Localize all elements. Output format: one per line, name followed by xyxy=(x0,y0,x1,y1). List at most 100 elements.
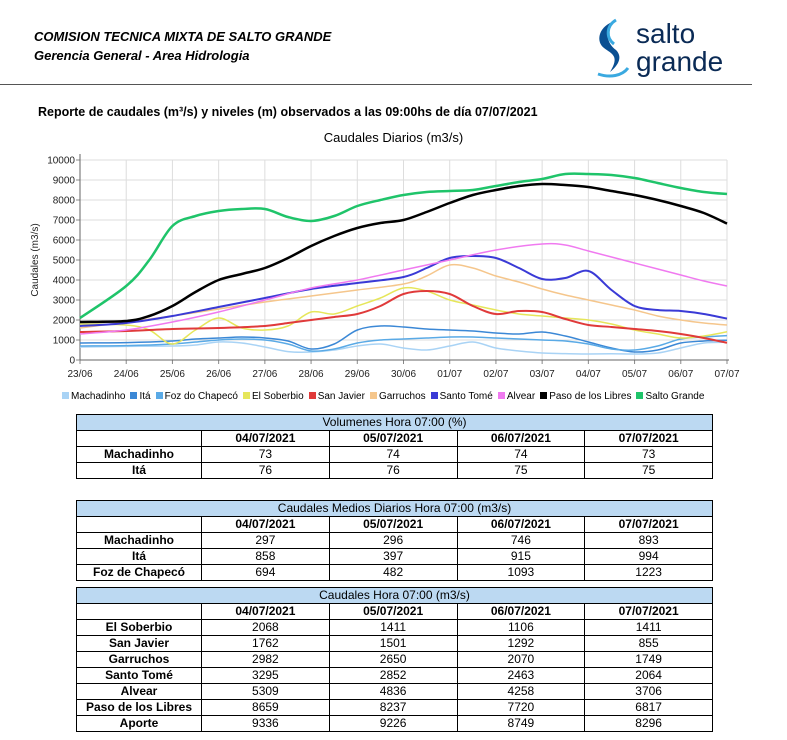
table-cell: 746 xyxy=(456,532,586,549)
row-label: Machadinho xyxy=(76,532,202,549)
legend-label: Santo Tomé xyxy=(439,391,493,402)
table-cell: 397 xyxy=(328,548,458,565)
legend-label: Alvear xyxy=(506,391,536,402)
x-tick-label: 24/06 xyxy=(114,369,139,380)
y-tick-label: 10000 xyxy=(47,156,75,167)
table-cell: 1093 xyxy=(456,564,586,581)
legend-swatch xyxy=(62,392,69,399)
table-cell: 694 xyxy=(201,564,330,581)
legend-item-el-soberbio: El Soberbio xyxy=(243,391,304,402)
table-cell: 994 xyxy=(584,548,713,565)
table-date-header: 06/07/2021 xyxy=(456,430,586,447)
legend-item-alvear: Alvear xyxy=(497,391,536,402)
x-tick-label: 23/06 xyxy=(67,369,92,380)
table-cell: 74 xyxy=(328,446,458,463)
table-cell: 1223 xyxy=(584,564,713,581)
x-tick-label: 28/06 xyxy=(299,369,324,380)
table-date-header: 07/07/2021 xyxy=(584,516,713,533)
table-cell: 2852 xyxy=(328,667,458,684)
row-label: Paso de los Libres xyxy=(76,699,202,716)
legend-label: Garruchos xyxy=(378,391,426,402)
table-cell: 2064 xyxy=(584,667,713,684)
series-line-it- xyxy=(79,325,728,353)
legend-label: Salto Grande xyxy=(645,391,705,402)
logo-text-grande: grande xyxy=(636,46,724,77)
legend-swatch xyxy=(636,392,644,399)
table-cell: 1292 xyxy=(456,635,586,652)
hourly-flows-table: Caudales Hora 07:00 (m3/s) 04/07/2021 05/0… xyxy=(76,587,713,732)
logo-swoosh-icon xyxy=(597,18,630,78)
table-date-header: 07/07/2021 xyxy=(584,603,713,620)
table-cell: 2463 xyxy=(456,667,586,684)
legend-swatch xyxy=(308,392,316,399)
table-row: Aporte 9336 9226 8749 8296 xyxy=(76,715,713,732)
table-cell: 1749 xyxy=(584,651,713,668)
table-cell: 2982 xyxy=(201,651,330,668)
row-label: Machadinho xyxy=(76,446,202,463)
table-cell: 855 xyxy=(584,635,713,652)
table-caption: Volumenes Hora 07:00 (%) xyxy=(76,414,713,431)
table-row: Garruchos 2982 2650 2070 1749 xyxy=(76,651,713,668)
table-row: Machadinho 297 296 746 893 xyxy=(76,532,713,549)
table-date-header: 04/07/2021 xyxy=(201,603,330,620)
y-tick-label: 2000 xyxy=(53,316,76,327)
table-cell: 4258 xyxy=(456,683,586,700)
row-label: Santo Tomé xyxy=(76,667,202,684)
table-caption: Caudales Medios Diarios Hora 07:00 (m3/s… xyxy=(76,500,713,517)
x-tick-label: 02/07 xyxy=(483,369,508,380)
y-tick-label: 4000 xyxy=(53,276,76,287)
legend-swatch xyxy=(497,392,505,399)
table-row: Foz de Chapecó 694 482 1093 1223 xyxy=(76,564,713,581)
table-row: Santo Tomé 3295 2852 2463 2064 xyxy=(76,667,713,684)
table-cell: 482 xyxy=(328,564,458,581)
series-line-alvear xyxy=(79,242,728,335)
table-row: Machadinho 73 74 74 73 xyxy=(76,446,713,463)
table-cell: 893 xyxy=(584,532,713,549)
table-row: El Soberbio 2068 1411 1106 1411 xyxy=(76,619,713,636)
x-tick-label: 05/07 xyxy=(622,369,647,380)
salto-grande-logo: salto grande xyxy=(592,16,742,82)
legend-swatch xyxy=(540,392,548,399)
table-corner xyxy=(76,430,202,447)
table-date-header: 04/07/2021 xyxy=(201,430,330,447)
y-axis-label: Caudales (m3/s) xyxy=(30,223,41,296)
line-chart: 0 1000 2000 3000 4000 5000 6000 7000 8000 9000 100… xyxy=(30,154,740,380)
row-label: Garruchos xyxy=(76,651,202,668)
department-name: Gerencia General - Area Hidrologia xyxy=(34,48,250,63)
table-cell: 858 xyxy=(201,548,330,565)
row-label: El Soberbio xyxy=(76,619,202,636)
y-tick-label: 0 xyxy=(69,356,75,367)
table-cell: 8749 xyxy=(456,715,586,732)
table-cell: 1106 xyxy=(456,619,586,636)
series-line-paso-de-los-libres xyxy=(79,182,728,324)
legend-item-garruchos: Garruchos xyxy=(369,391,426,402)
report-title: Reporte de caudales (m³/s) y niveles (m)… xyxy=(38,105,538,119)
table-cell: 6817 xyxy=(584,699,713,716)
x-tick-label: 27/06 xyxy=(252,369,277,380)
series-line-san-javier xyxy=(79,290,728,344)
legend-label: San Javier xyxy=(317,391,365,402)
table-cell: 2068 xyxy=(201,619,330,636)
series-line-salto-grande xyxy=(79,172,728,320)
y-tick-label: 7000 xyxy=(53,216,76,227)
row-label: Itá xyxy=(76,548,202,565)
table-cell: 8237 xyxy=(328,699,458,716)
row-label: Alvear xyxy=(76,683,202,700)
table-date-header: 05/07/2021 xyxy=(328,603,458,620)
legend-label: Machadinho xyxy=(71,391,126,402)
table-row: Paso de los Libres 8659 8237 7720 6817 xyxy=(76,699,713,716)
table-cell: 1762 xyxy=(201,635,330,652)
row-label: Aporte xyxy=(76,715,202,732)
table-date-header: 06/07/2021 xyxy=(456,603,586,620)
x-tick-label: 29/06 xyxy=(345,369,370,380)
x-tick-label: 04/07 xyxy=(576,369,601,380)
x-tick-label: 01/07 xyxy=(437,369,462,380)
legend-label: Itá xyxy=(139,391,151,402)
row-label: Foz de Chapecó xyxy=(76,564,202,581)
table-row: San Javier 1762 1501 1292 855 xyxy=(76,635,713,652)
x-tick-label: 07/07 xyxy=(714,369,739,380)
y-tick-label: 9000 xyxy=(53,176,76,187)
table-cell: 74 xyxy=(456,446,586,463)
legend-item-santo-tom-: Santo Tomé xyxy=(430,391,493,402)
series-line-foz-do-chapec- xyxy=(79,334,728,352)
